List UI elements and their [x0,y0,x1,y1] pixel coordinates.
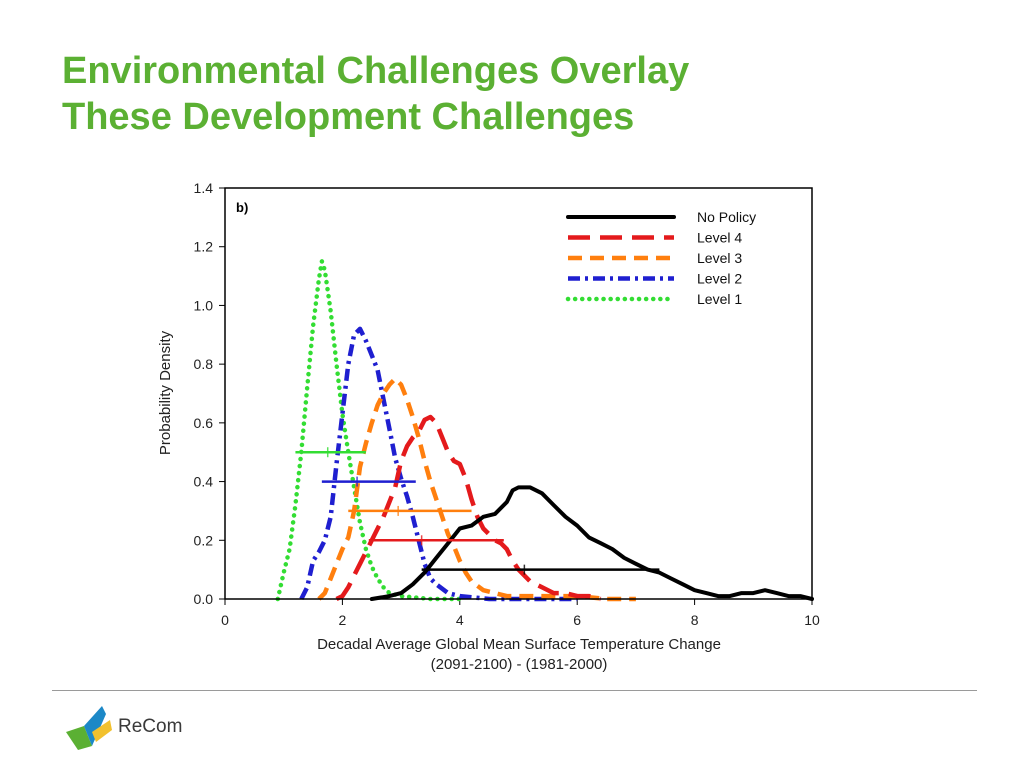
footer-divider [52,690,977,691]
x-tick-label: 2 [339,612,347,628]
x-axis-label-period: (2091-2100) - (1981-2000) [431,656,608,673]
x-tick-label: 8 [691,612,699,628]
series-line-level-4 [335,414,602,602]
legend-label-no-policy: No Policy [697,209,756,225]
x-tick-label: 10 [804,612,820,628]
y-tick-label: 1.4 [194,180,214,196]
legend-label-level-2: Level 2 [697,271,742,287]
slide-title: Environmental Challenges Overlay These D… [62,48,689,140]
y-tick-label: 0.2 [194,532,214,548]
y-tick-label: 0.4 [194,474,214,490]
series-line-level-1 [275,259,463,602]
y-tick-label: 0.6 [194,415,214,431]
y-tick-label: 1.0 [194,297,214,313]
panel-label: b) [236,200,248,215]
legend-label-level-3: Level 3 [697,250,742,266]
x-tick-label: 0 [221,612,229,628]
recom-logo: ReCom [62,702,182,752]
y-tick-label: 1.2 [194,239,214,255]
legend: No Policy Level 4 Level 3 Level 2 Level 1 [565,209,756,307]
tick-labels: 0 2 4 6 8 10 0.0 0.2 0.4 0.6 0.8 1.0 1.2 1.4 [194,180,820,628]
x-tick-label: 6 [573,612,581,628]
x-tick-label: 4 [456,612,464,628]
series-lines [275,259,814,602]
y-tick-label: 0.0 [194,591,214,607]
recom-logo-text: ReCom [118,716,183,737]
series-line-level-2 [299,326,578,602]
recom-logo-icon [66,706,112,750]
y-axis-label: Probability Density [157,330,174,455]
x-axis-label: Decadal Average Global Mean Surface Temp… [317,636,721,653]
slide-title-line-2: These Development Challenges [62,96,635,138]
plot-frame [224,187,813,600]
legend-label-level-1: Level 1 [697,291,742,307]
series-line-level-3 [317,376,636,602]
legend-label-level-4: Level 4 [697,230,742,246]
series-line-no-policy [369,485,814,601]
slide-title-line-1: Environmental Challenges Overlay [62,50,690,92]
y-tick-label: 0.8 [194,356,214,372]
interval-bars [295,447,660,575]
